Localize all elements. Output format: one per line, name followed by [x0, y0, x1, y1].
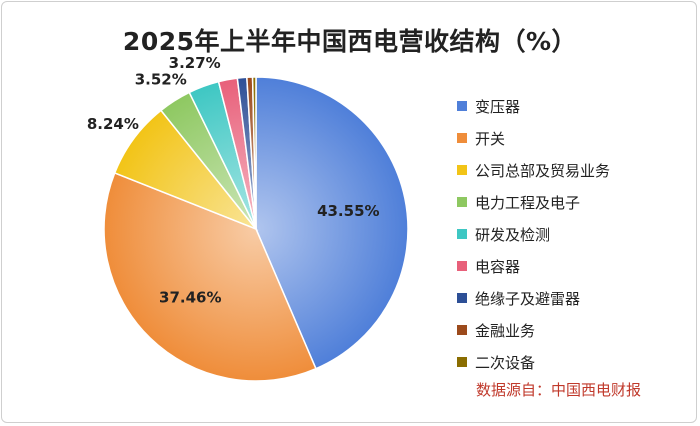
- legend-swatch: [457, 197, 467, 207]
- legend-item: 开关: [457, 122, 610, 154]
- slice-label: 3.52%: [135, 71, 187, 89]
- legend-label: 变压器: [475, 97, 521, 116]
- source-note: 数据源自：中国西电财报: [476, 381, 642, 399]
- legend-label: 电力工程及电子: [475, 193, 581, 212]
- legend-item: 研发及检测: [457, 218, 610, 250]
- legend-label: 绝缘子及避雷器: [475, 289, 581, 308]
- slice-1: [103, 171, 317, 382]
- legend-label: 金融业务: [475, 321, 536, 340]
- slice-label: 3.27%: [169, 54, 221, 72]
- legend-item: 绝缘子及避雷器: [457, 282, 610, 314]
- chart-title: 2025年上半年中国西电营收结构（%）: [122, 27, 578, 56]
- slice-8: [251, 76, 257, 230]
- legend-swatch: [457, 229, 467, 239]
- slice-0: [255, 76, 409, 370]
- legend-label: 开关: [475, 129, 506, 148]
- legend: 变压器开关公司总部及贸易业务 电力工程及电子 研发及检测电容器绝缘子及避雷器 金融业务…: [457, 90, 610, 378]
- legend-label: 二次设备: [475, 353, 536, 372]
- legend-item: 二次设备: [457, 346, 610, 378]
- legend-swatch: [457, 133, 467, 143]
- slice-label: 8.24%: [87, 115, 139, 133]
- legend-swatch: [457, 165, 467, 175]
- legend-label: 电容器: [475, 257, 521, 276]
- legend-swatch: [457, 101, 467, 111]
- legend-swatch: [457, 261, 467, 271]
- legend-label: 研发及检测: [475, 225, 551, 244]
- legend-swatch: [457, 325, 467, 335]
- legend-item: 电力工程及电子: [457, 186, 610, 218]
- slice-label: 43.55%: [317, 202, 379, 220]
- legend-item: 电容器: [457, 250, 610, 282]
- legend-swatch: [457, 293, 467, 303]
- legend-label: 公司总部及贸易业务: [475, 161, 611, 180]
- legend-item: 变压器: [457, 90, 610, 122]
- legend-swatch: [457, 357, 467, 367]
- legend-item: 金融业务: [457, 314, 610, 346]
- legend-item: 公司总部及贸易业务: [457, 154, 610, 186]
- slice-label: 37.46%: [159, 289, 221, 307]
